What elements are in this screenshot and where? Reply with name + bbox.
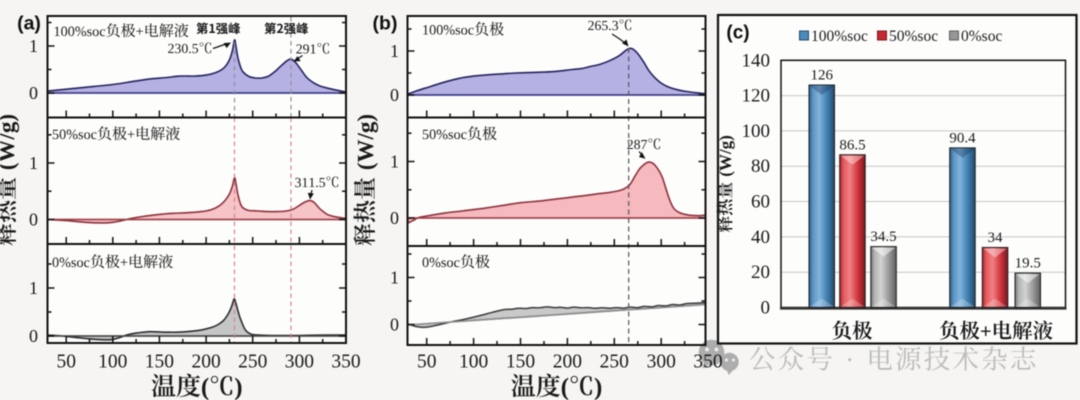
svg-text:86.5: 86.5	[839, 137, 865, 153]
svg-text:40: 40	[751, 227, 770, 248]
svg-text:19.5: 19.5	[1015, 256, 1041, 272]
svg-text:1: 1	[390, 152, 399, 172]
svg-text:350: 350	[693, 352, 722, 373]
svg-text:250: 250	[238, 352, 267, 373]
svg-text:60: 60	[751, 192, 770, 213]
svg-text:34: 34	[988, 230, 1004, 246]
svg-text:1: 1	[390, 41, 399, 61]
svg-text:(c): (c)	[726, 23, 749, 44]
svg-text:150: 150	[506, 352, 535, 373]
svg-text:140: 140	[742, 50, 771, 71]
svg-text:0: 0	[761, 298, 771, 319]
svg-text:150: 150	[145, 352, 174, 373]
svg-text:50%soc: 50%soc	[889, 28, 938, 45]
svg-text:20: 20	[751, 262, 770, 283]
svg-text:200: 200	[191, 352, 220, 373]
svg-text:126: 126	[811, 68, 834, 84]
svg-text:0: 0	[29, 83, 38, 103]
svg-text:(b): (b)	[373, 13, 398, 35]
svg-text:50: 50	[417, 352, 437, 373]
svg-text:200: 200	[553, 352, 582, 373]
svg-text:0: 0	[29, 326, 38, 346]
svg-text:250: 250	[600, 352, 629, 373]
svg-text:0: 0	[390, 315, 399, 335]
svg-text:100%soc: 100%soc	[811, 28, 868, 45]
svg-text:100: 100	[98, 352, 127, 373]
svg-text:1: 1	[29, 278, 38, 298]
svg-text:300: 300	[647, 352, 676, 373]
svg-text:(a): (a)	[17, 13, 41, 35]
svg-text:90.4: 90.4	[949, 130, 976, 146]
svg-text:0: 0	[390, 85, 399, 105]
svg-text:34.5: 34.5	[870, 229, 896, 245]
svg-text:1: 1	[29, 153, 38, 173]
svg-text:120: 120	[742, 86, 771, 107]
svg-text:50: 50	[56, 352, 76, 373]
svg-text:0%soc: 0%soc	[961, 28, 1002, 45]
svg-text:1: 1	[390, 268, 399, 288]
svg-text:350: 350	[331, 352, 360, 373]
svg-text:100: 100	[459, 352, 488, 373]
svg-text:0: 0	[390, 208, 399, 228]
svg-text:100: 100	[742, 121, 771, 142]
svg-text:0: 0	[29, 210, 38, 230]
svg-text:1: 1	[29, 36, 38, 56]
svg-text:80: 80	[751, 156, 770, 177]
svg-text:300: 300	[285, 352, 314, 373]
